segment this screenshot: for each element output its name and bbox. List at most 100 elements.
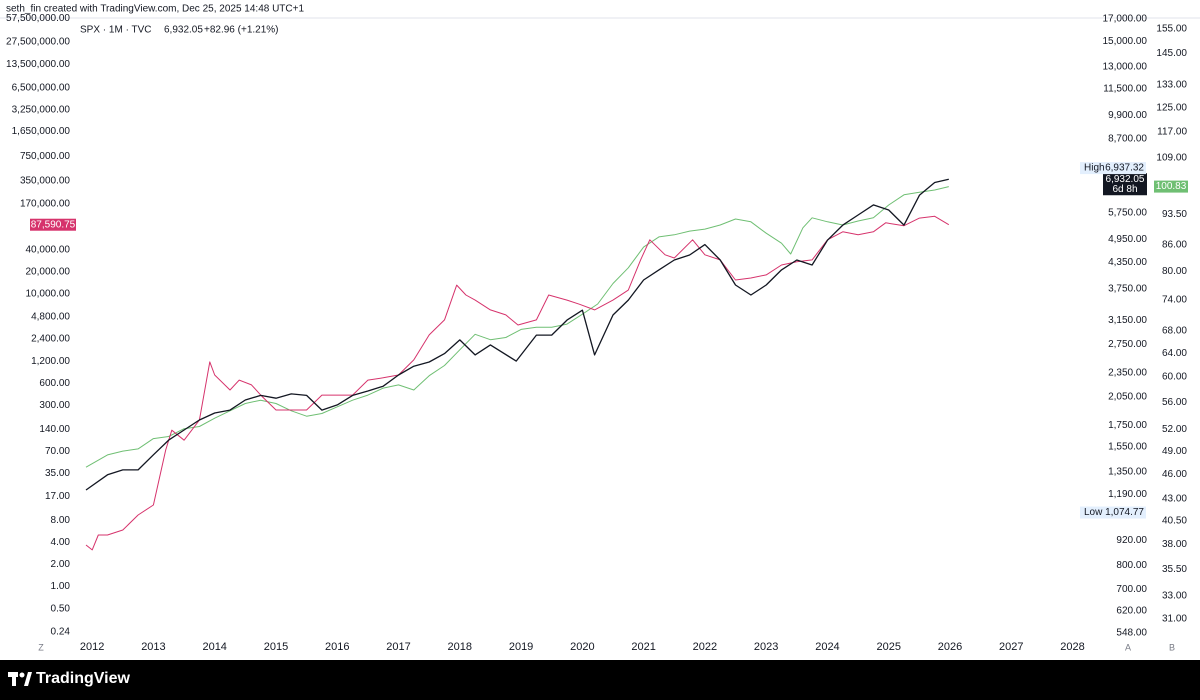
last-value-label: 6,932.05 xyxy=(1106,174,1145,185)
logo-shape xyxy=(19,672,25,678)
legend-change: +82.96 (+1.21%) xyxy=(204,25,279,36)
axis-tick-label: 31.00 xyxy=(1162,614,1187,625)
annotation-value: 6,937.32 xyxy=(1105,163,1144,174)
axis-tick-label: 548.00 xyxy=(1116,628,1147,639)
plot-area xyxy=(85,178,950,551)
axis-tick-label: 117.00 xyxy=(1157,127,1187,138)
axis-tick-label: 4,800.00 xyxy=(31,312,70,323)
last-value-badge xyxy=(30,218,76,231)
axis-tick-label: 1,550.00 xyxy=(1108,442,1147,453)
x-tick-label: 2028 xyxy=(1060,641,1084,653)
axis-corner-label: A xyxy=(1125,642,1131,652)
axis-tick-label: 800.00 xyxy=(1116,560,1147,571)
axis-tick-label: 109.00 xyxy=(1156,153,1187,164)
axis-tick-label: 15,000.00 xyxy=(1103,36,1148,47)
x-tick-label: 2016 xyxy=(325,641,349,653)
axis-tick-label: 0.50 xyxy=(51,603,71,614)
last-value-label: 100.83 xyxy=(1156,181,1187,192)
axis-corner-label: B xyxy=(1169,642,1175,652)
axis-tick-label: 620.00 xyxy=(1116,606,1147,617)
axis-tick-label: 2,400.00 xyxy=(31,334,70,345)
axis-tick-label: 6,500,000.00 xyxy=(12,82,71,93)
axis-tick-label: 4,950.00 xyxy=(1108,234,1147,245)
axis-tick-label: 700.00 xyxy=(1116,584,1147,595)
axis-tick-label: 60.00 xyxy=(1162,372,1187,383)
axis-tick-label: 5,750.00 xyxy=(1108,207,1147,218)
panel xyxy=(0,0,1200,660)
series-line xyxy=(85,178,949,491)
last-value-badge xyxy=(1154,180,1188,193)
x-tick-label: 2018 xyxy=(448,641,472,653)
axis-tick-label: 11,500.00 xyxy=(1103,83,1147,94)
x-tick-label: 2014 xyxy=(202,641,226,653)
annotation-text: High xyxy=(1084,163,1105,174)
axis-tick-label: 1,350.00 xyxy=(1108,466,1147,477)
last-value-label: 87,590.75 xyxy=(31,219,76,230)
axis-tick-label: 35.00 xyxy=(45,468,70,479)
logo-shape xyxy=(12,672,16,686)
axis-tick-label: 1,750.00 xyxy=(1108,420,1147,431)
annotation-value: 1,074.77 xyxy=(1105,507,1144,518)
axis-tick-label: 3,150.00 xyxy=(1108,315,1147,326)
axis-tick-label: 9,900.00 xyxy=(1108,110,1147,121)
axis-tick-label: 750,000.00 xyxy=(20,151,70,162)
annotation-bg xyxy=(1080,162,1146,175)
axis-tick-label: 350,000.00 xyxy=(20,175,70,186)
axis-tick-label: 74.00 xyxy=(1162,295,1187,306)
axis-tick-label: 35.50 xyxy=(1162,564,1187,575)
axis-tick-label: 20,000.00 xyxy=(26,266,71,277)
axis-tick-label: 0.24 xyxy=(51,627,71,638)
x-tick-label: 2023 xyxy=(754,641,778,653)
axis-tick-label: 8.00 xyxy=(51,515,71,526)
x-tick-label: 2026 xyxy=(938,641,962,653)
axis-tick-label: 8,700.00 xyxy=(1108,133,1147,144)
axis-tick-label: 2,350.00 xyxy=(1108,367,1147,378)
axis-tick-label: 56.00 xyxy=(1162,397,1187,408)
x-tick-label: 2027 xyxy=(999,641,1023,653)
header-bar xyxy=(0,0,1200,18)
axis-corner-label: Z xyxy=(38,642,44,652)
axis-tick-label: 13,500,000.00 xyxy=(6,59,70,70)
footer xyxy=(0,660,1200,700)
series-line xyxy=(85,186,949,468)
axis-tick-label: 57,500,000.00 xyxy=(6,13,70,24)
axis-tick-label: 52.00 xyxy=(1162,424,1187,435)
axis-tick-label: 27,500,000.00 xyxy=(6,37,70,48)
x-tick-label: 2015 xyxy=(264,641,288,653)
axis-tick-label: 1,650,000.00 xyxy=(12,126,71,137)
axis-tick-label: 17.00 xyxy=(45,491,70,502)
x-tick-label: 2019 xyxy=(509,641,533,653)
axis-tick-label: 70.00 xyxy=(45,446,70,457)
axis-tick-label: 145.00 xyxy=(1156,48,1187,59)
last-value-badge xyxy=(1103,173,1147,196)
series-line xyxy=(85,215,950,551)
axis-tick-label: 68.00 xyxy=(1162,326,1187,337)
axis-tick-label: 2,050.00 xyxy=(1108,392,1147,403)
legend-symbol: SPX · 1M · TVC xyxy=(80,25,152,36)
axis-tick-label: 3,750.00 xyxy=(1108,284,1147,295)
axis-tick-label: 43.00 xyxy=(1162,494,1187,505)
countdown-label: 6d 8h xyxy=(1112,184,1137,195)
axis-tick-label: 49.00 xyxy=(1162,446,1187,457)
x-tick-label: 2017 xyxy=(386,641,410,653)
axis-tick-label: 2,750.00 xyxy=(1108,339,1147,350)
x-tick-label: 2021 xyxy=(631,641,655,653)
brand-name: TradingView xyxy=(36,670,131,687)
axis-tick-label: 140.00 xyxy=(39,424,70,435)
axis-tick-label: 2.00 xyxy=(51,559,71,570)
legend-price: 6,932.05 xyxy=(164,25,203,36)
axis-tick-label: 300.00 xyxy=(39,400,70,411)
annotation-text: Low xyxy=(1084,507,1103,518)
axis-tick-label: 86.00 xyxy=(1162,240,1187,251)
x-tick-label: 2012 xyxy=(80,641,104,653)
annotation-bg xyxy=(1080,506,1146,519)
axis-tick-label: 93.50 xyxy=(1162,209,1187,220)
x-tick-label: 2024 xyxy=(815,641,839,653)
axis-tick-label: 920.00 xyxy=(1116,535,1147,546)
axis-tick-label: 3,250,000.00 xyxy=(12,104,71,115)
axis-tick-label: 46.00 xyxy=(1162,469,1187,480)
axis-tick-label: 10,000.00 xyxy=(26,288,71,299)
axis-tick-label: 125.00 xyxy=(1156,102,1187,113)
